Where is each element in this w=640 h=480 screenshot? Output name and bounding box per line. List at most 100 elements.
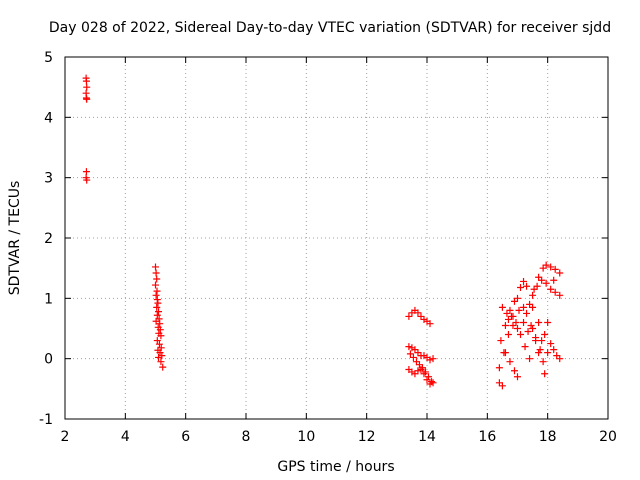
data-point: [538, 337, 546, 345]
axis-ticks: [64, 56, 609, 420]
x-tick-label: 16: [478, 429, 496, 445]
data-point: [535, 273, 543, 281]
data-point: [411, 370, 419, 378]
data-point: [414, 367, 422, 375]
data-point: [510, 367, 518, 375]
data-point: [535, 318, 543, 326]
data-point: [509, 321, 517, 329]
data-point: [501, 349, 509, 357]
data-point: [498, 382, 506, 390]
data-point: [414, 349, 422, 357]
grid: [65, 57, 608, 419]
data-point: [556, 355, 564, 363]
data-point: [533, 282, 541, 290]
data-point: [152, 281, 159, 289]
data-point: [159, 363, 167, 371]
data-point: [423, 376, 431, 384]
data-point: [152, 317, 160, 325]
data-point: [517, 283, 525, 291]
data-point: [498, 303, 506, 311]
data-point: [523, 309, 531, 317]
x-tick-label: 14: [418, 429, 436, 445]
data-point: [539, 264, 547, 272]
data-point: [520, 277, 528, 285]
data-point: [550, 276, 558, 284]
data-point: [529, 291, 537, 299]
y-tick-label: 0: [44, 352, 53, 368]
data-point: [153, 337, 161, 345]
data-point: [515, 306, 523, 314]
data-point: [507, 312, 515, 320]
x-tick-labels: 2 4 6 8 10 12 14 16 18 20: [61, 429, 617, 445]
x-tick-label: 8: [242, 429, 251, 445]
data-point: [429, 379, 437, 387]
plot-frame: [64, 56, 609, 420]
data-point: [153, 275, 161, 283]
data-point: [527, 321, 535, 329]
data-point: [542, 261, 550, 269]
x-tick-label: 10: [297, 429, 315, 445]
data-point: [529, 325, 537, 332]
data-point: [425, 373, 433, 381]
data-point: [541, 370, 549, 378]
data-point: [409, 353, 417, 361]
data-point: [83, 176, 91, 184]
data-point: [514, 325, 521, 332]
data-point: [510, 297, 518, 305]
data-point: [153, 303, 161, 311]
data-point: [535, 349, 543, 357]
data-point: [524, 328, 532, 336]
x-axis-label: GPS time / hours: [277, 459, 394, 475]
y-tick-label: -1: [39, 412, 53, 428]
data-point: [539, 358, 547, 366]
data-point: [547, 340, 555, 348]
data-point: [426, 356, 434, 364]
data-point: [501, 321, 509, 329]
x-tick-label: 18: [539, 429, 557, 445]
data-point: [520, 318, 528, 326]
y-tick-label: 5: [44, 50, 53, 66]
data-point: [157, 358, 165, 366]
y-axis-label: SDTVAR / TECUs: [7, 181, 23, 296]
data-point: [82, 77, 90, 85]
data-point: [526, 355, 534, 363]
data-point: [526, 300, 534, 308]
data-point: [529, 303, 537, 311]
data-point: [521, 343, 529, 351]
data-point: [153, 311, 161, 319]
data-point: [152, 263, 159, 271]
data-point: [426, 380, 434, 388]
x-tick-label: 12: [358, 429, 376, 445]
y-tick-label: 2: [44, 231, 53, 247]
data-point: [547, 263, 555, 271]
data-point: [538, 276, 546, 284]
y-tick-label: 4: [44, 110, 53, 126]
chart-title: Day 028 of 2022, Sidereal Day-to-day VTE…: [49, 20, 611, 36]
x-tick-label: 2: [61, 429, 70, 445]
data-point: [523, 282, 531, 290]
data-point: [414, 309, 422, 317]
data-point: [504, 315, 512, 323]
data-point: [553, 352, 561, 360]
data-point: [405, 343, 413, 351]
data-point: [506, 358, 514, 366]
data-point: [417, 366, 425, 374]
x-tick-label: 20: [599, 429, 617, 445]
data-point: [152, 291, 160, 299]
data-point: [556, 291, 564, 299]
data-point: [153, 287, 161, 295]
data-point: [156, 320, 164, 328]
data-point: [83, 95, 91, 103]
data-point: [429, 355, 437, 363]
data-point: [541, 331, 549, 339]
y-tick-labels: -1 0 1 2 3 4 5: [39, 50, 53, 428]
data-point: [411, 346, 419, 354]
data-point: [536, 346, 544, 354]
data-point: [154, 299, 162, 307]
data-point: [83, 83, 91, 91]
data-point: [155, 353, 163, 361]
data-point: [503, 309, 511, 317]
data-point: [156, 326, 164, 334]
data-point: [551, 265, 559, 273]
